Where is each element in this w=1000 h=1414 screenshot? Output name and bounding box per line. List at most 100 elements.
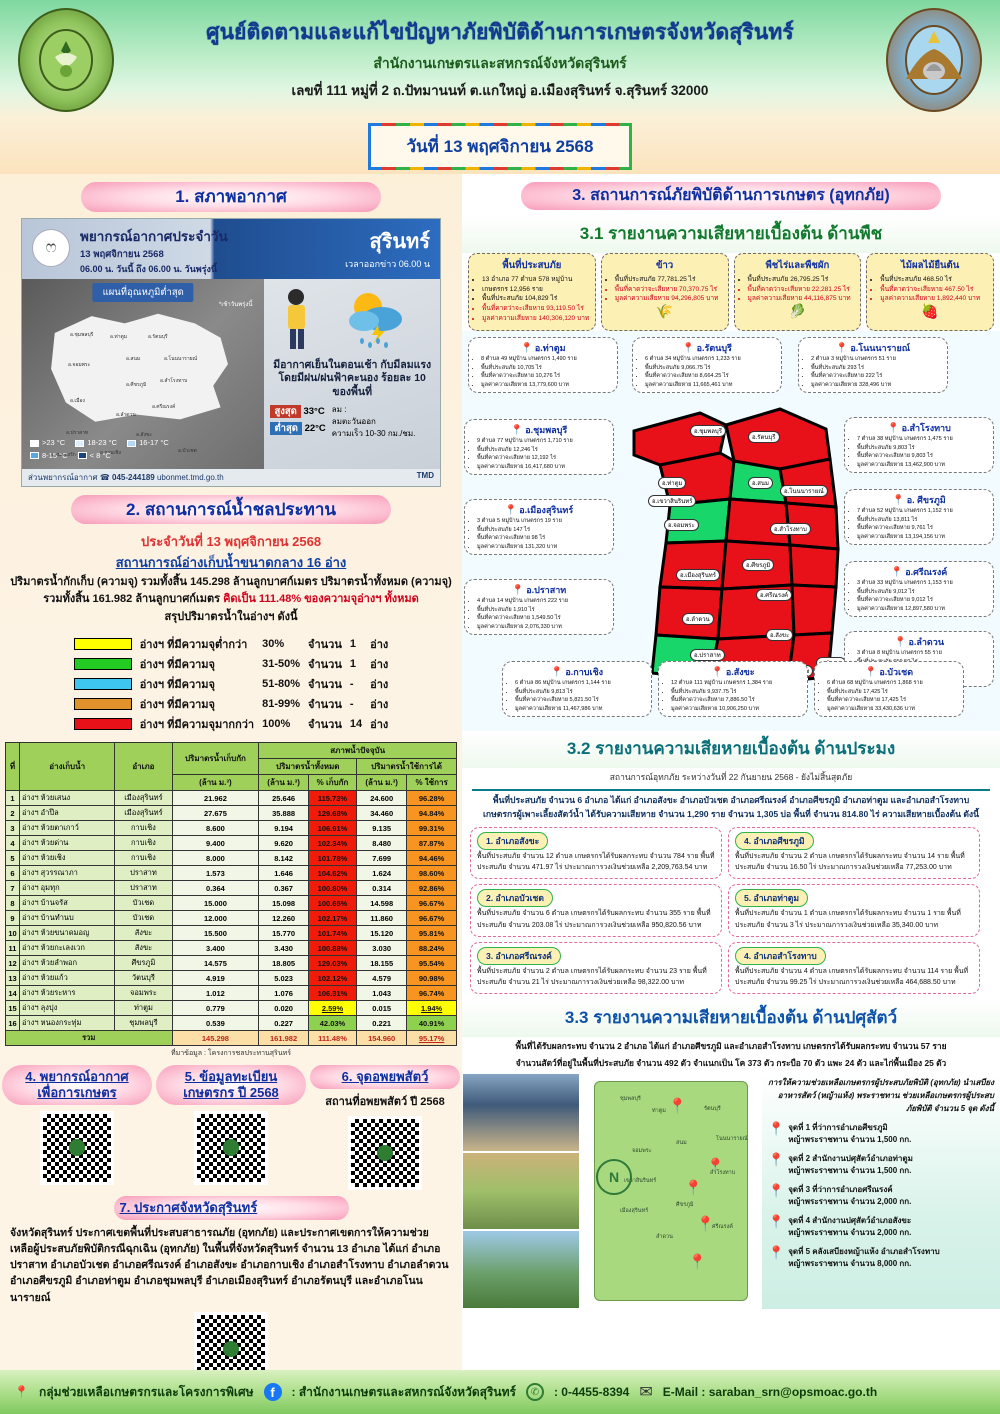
cell-usable: 24.600: [356, 790, 408, 807]
aid-point-text: จุดที่ 2 สำนักงานปศุสัตว์อำเภอท่าตูม หญ้า…: [788, 1154, 913, 1176]
irrigation-paragraph-1: ปริมาตรน้ำกักเก็บ (ความจุ) รวมทั้งสิ้น 1…: [10, 575, 452, 588]
date-strip: วันที่ 13 พฤศจิกายน 2568: [0, 118, 1000, 174]
weather-header-right: สุรินทร์ เวลาออกข่าว 06.00 น: [281, 219, 440, 279]
map-pin-icon: 📍: [890, 567, 904, 579]
district-card-title: 📍 อ.กาบเชิง: [550, 667, 604, 679]
cell-usable: 18.155: [356, 955, 408, 972]
cell-total: 1.646: [258, 865, 309, 882]
cell-reservoir: อ่างฯ ห้วยขนาดมอญ: [18, 925, 116, 942]
cell-total: 12.260: [258, 910, 309, 927]
legend-unit: อ่าง: [370, 679, 389, 692]
cell-capacity: 12.000: [171, 910, 260, 927]
cell-capacity: 1.012: [171, 985, 260, 1002]
weather-map-district-label: อ.รัตนบุรี: [148, 333, 168, 340]
cell-total: 9.194: [258, 820, 309, 837]
cell-pct-use: 40.91%: [406, 1015, 457, 1032]
qr-farmer-registry[interactable]: [194, 1110, 268, 1185]
crop-card-title: พื้นที่ประสบภัย: [502, 260, 562, 272]
legend-swatch-cell: [70, 674, 136, 694]
th-usable-water: ปริมาตรน้ำใช้การได้: [356, 758, 457, 776]
qr-weather-agriculture[interactable]: [40, 1110, 114, 1185]
weather-footer-site: ubonmet.tmd.go.th: [156, 472, 224, 482]
weather-map-district-label: อ.โนนนารายณ์: [164, 355, 198, 362]
legend-unit: อ่าง: [370, 699, 389, 712]
th-unit-usable: (ล้าน ม.³): [356, 774, 408, 792]
qr-sections-row: 4. พยากรณ์อากาศ เพื่อการเกษตร 5. ข้อมูลทะเ…: [0, 1065, 462, 1191]
aid-point-pin-icon: 📍: [768, 1152, 785, 1168]
cell-pct-store: 104.62%: [307, 865, 358, 882]
facebook-icon[interactable]: f: [263, 1383, 282, 1401]
weather-map-district-label: อ.จอมพระ: [68, 361, 91, 368]
photo-hay-truck: [463, 1152, 579, 1230]
cell-index: 8: [5, 895, 20, 912]
district-card-item: มูลค่าความเสียหาย 10,906,250 บาท: [671, 705, 802, 713]
cell-capacity: 14.575: [171, 955, 260, 972]
section-1-banner: 1. สภาพอากาศ: [81, 182, 381, 212]
weather-card-body: แผนที่อุณหภูมิต่ำสุด *เช้าวันพรุ่งนี้ อ.…: [22, 278, 440, 469]
district-card-item: 3 ตำบล 5 หมู่บ้าน เกษตรกร 19 ราย: [477, 517, 608, 525]
fishery-card-tag: 4. อำเภอสำโรงทาบ: [735, 946, 826, 965]
district-card-item: พื้นที่คาดว่าจะเสียหาย 98 ไร่: [477, 534, 608, 542]
temperature-map: แผนที่อุณหภูมิต่ำสุด *เช้าวันพรุ่งนี้ อ.…: [22, 278, 265, 469]
district-card-title: 📍 อ.ชุมพลบุรี: [510, 425, 568, 437]
footer-facebook: : สำนักงานเกษตรและสหกรณ์จังหวัดสุรินทร์: [291, 1384, 516, 1399]
fishery-district-cards: 1. อำเภอสังขะ พื้นที่ประสบภัย จำนวน 12 ตำ…: [462, 821, 1000, 995]
aid-point-item: 📍 จุดที่ 4 สำนักงานปศุสัตว์อำเภอสังขะ หญ้า…: [768, 1215, 994, 1239]
temp-high-label: สูงสุด: [270, 405, 301, 419]
reservoir-table-head: ที่ อ่างเก็บน้ำ อำเภอ ปริมาตรน้ำเก็บกัก …: [5, 742, 457, 792]
cell-pct-store: 42.03%: [307, 1015, 358, 1032]
weather-map-district-label: อ.สนม: [126, 355, 141, 362]
map-district-label: อ.เมืองสุรินทร์: [676, 569, 720, 582]
crop-damage-item: พื้นที่คาดว่าจะเสียหาย 93,119.50 ไร่: [482, 304, 590, 314]
phone-icon: ✆: [525, 1383, 544, 1401]
table-row: 5 อ่างฯ ห้วยเชิง กาบเชิง 8.000 8.142 101.78% 7…: [5, 850, 457, 867]
crop-damage-item: 13 อำเภอ 77 ตำบล 578 หมู่บ้าน: [482, 275, 590, 285]
th-reservoir-name: อ่างเก็บน้ำ: [18, 742, 116, 792]
map-district-label: อ.โนนนารายณ์: [780, 485, 828, 498]
district-card-item: 6 ตำบล 86 หมู่บ้าน เกษตรกร 1,144 ราย: [515, 679, 646, 687]
weather-map-district-label: อ.ท่าตูม: [110, 333, 128, 340]
cell-usable: 8.480: [356, 835, 408, 852]
cell-pct-use: 96.67%: [406, 910, 457, 927]
weather-person-and-storm-icon: [288, 288, 403, 349]
reservoir-table-body: 1 อ่างฯ ห้วยเสนง เมืองสุรินทร์ 21.962 25.646…: [5, 790, 457, 1047]
cell-reservoir: อ่างฯ ห้วยระหาร: [18, 985, 116, 1002]
cell-pct-store: 2.59%: [307, 1000, 358, 1017]
cell-capacity: 8.000: [171, 850, 260, 867]
crop-damage-item: มูลค่าความเสียหาย 140,306,120 บาท: [482, 314, 590, 324]
district-damage-card: 📍อ.ศรีณรงค์3 ตำบล 33 หมู่บ้าน เกษตรกร 1,…: [844, 561, 994, 617]
cell-pct-use: 96.67%: [406, 895, 457, 912]
legend-range: 81-99%: [262, 698, 301, 711]
legend-1: 18-23 °C: [87, 438, 118, 448]
cell-pct-store: 102.17%: [307, 910, 358, 927]
cell-pct-store: 100.88%: [307, 940, 358, 957]
section-3-2-divider: [472, 789, 990, 792]
th-unit-capacity: (ล้าน ม.³): [171, 774, 260, 792]
district-card-item: พื้นที่ประสบภัย 9,803 ไร่: [857, 444, 988, 452]
aid-point-5-pin-icon: 📍: [688, 1254, 707, 1272]
cell-reservoir: อ่างฯ ห้วยแก้ว: [18, 970, 116, 987]
table-row: 16 อ่างฯ หนองกระทุ่ม ชุมพลบุรี 0.539 0.227 42…: [5, 1015, 457, 1032]
cell-capacity: 8.600: [171, 820, 260, 837]
wind-direction: ลมตะวันออก: [331, 417, 376, 427]
livestock-aid-text: การให้ความช่วยเหลือเกษตรกรผู้ประสบภัยพิบ…: [762, 1073, 1000, 1310]
map-district-label: อ.สนม: [748, 477, 773, 490]
legend-count-label: จำนวน: [308, 719, 342, 732]
district-card-title: 📍 อ. ศีขรภูมิ: [892, 495, 946, 507]
cell-usable: 0.221: [356, 1015, 408, 1032]
section-3-3-intro-1: พื้นที่ได้รับผลกระทบ จำนวน 2 อำเภอ ได้แก…: [515, 1041, 947, 1052]
cell-index: 12: [5, 955, 20, 972]
district-damage-card: 📍อ.บัวเชด6 ตำบล 68 หมู่บ้าน เกษตรกร 1,86…: [814, 661, 964, 717]
cell-amphoe: ศีขรภูมิ: [114, 955, 173, 972]
district-card-item: พื้นที่คาดว่าจะเสียหาย 5,821.50 ไร่: [515, 696, 646, 704]
fishery-card-text: พื้นที่ประสบภัย จำนวน 1 ตำบล เกษตรกรได้ร…: [735, 910, 961, 929]
cell-total: 0.020: [258, 1000, 309, 1017]
district-card-item: 6 ตำบล 34 หมู่บ้าน เกษตรกร 1,233 ราย: [645, 355, 776, 363]
livestock-body: N 📍 📍 📍 📍 📍 ชุมพลบุรี ท่าตูม รัตนบุรี จอมพร…: [462, 1073, 1000, 1310]
district-card-list: 7 ตำบล 52 หมู่บ้าน เกษตรกร 1,152 รายพื้น…: [850, 507, 988, 541]
cell-amphoe: บัวเชด: [114, 910, 173, 927]
qr-animal-evacuation[interactable]: [348, 1116, 422, 1191]
district-damage-card: 📍อ.โนนนารายณ์2 ตำบล 3 หมู่บ้าน เกษตรกร 5…: [798, 337, 948, 393]
wind-speed: ความเร็ว 10-30 กม./ชม.: [331, 429, 416, 439]
page-subtitle: สำนักงานเกษตรและสหกรณ์จังหวัดสุรินทร์: [373, 55, 627, 71]
